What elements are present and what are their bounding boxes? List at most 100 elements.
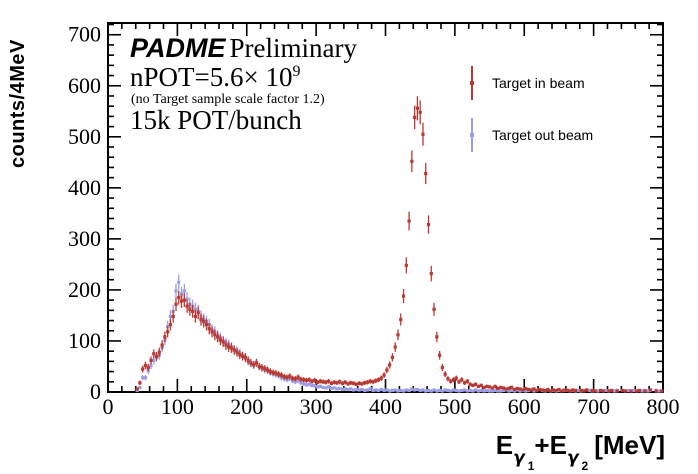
- data-point-marker: [382, 373, 386, 377]
- data-point-marker: [468, 382, 472, 386]
- data-point-marker: [543, 388, 547, 393]
- x-title-plusE: +E: [534, 430, 567, 460]
- data-point-marker: [401, 389, 406, 393]
- legend-entry-target-in: Target in beam: [458, 63, 678, 103]
- data-point-marker: [485, 388, 489, 393]
- data-point-marker: [177, 295, 181, 300]
- data-point-marker: [385, 368, 389, 372]
- data-point-marker: [216, 335, 220, 339]
- target-in-marker-icon: [458, 63, 486, 103]
- data-point-marker: [413, 115, 417, 120]
- data-point-marker: [282, 375, 286, 379]
- data-point-marker: [640, 389, 644, 393]
- data-point-marker: [537, 387, 542, 392]
- legend-entry-target-out: Target out beam: [458, 115, 678, 155]
- data-point-marker: [443, 388, 447, 392]
- x-tick-label: 400: [369, 394, 402, 419]
- data-point-marker: [426, 222, 431, 227]
- data-point-marker: [293, 380, 297, 384]
- data-point-marker: [265, 368, 270, 372]
- data-point-marker: [143, 363, 148, 368]
- data-point-marker: [288, 374, 292, 378]
- data-point-marker: [315, 380, 320, 384]
- data-point-marker: [415, 106, 420, 110]
- data-point-marker: [457, 380, 461, 384]
- scale-factor-note: (no Target sample scale factor 1.2): [131, 92, 325, 107]
- data-point-marker: [204, 323, 209, 327]
- data-point-marker: [524, 386, 528, 391]
- data-point-marker: [313, 378, 317, 382]
- data-point-marker: [396, 389, 400, 393]
- x-title-gamma2: γ: [566, 448, 579, 468]
- x-title-sub2: 2: [581, 459, 589, 473]
- x-title-E1: E: [495, 430, 514, 460]
- x-tick-label: 100: [161, 394, 194, 419]
- x-title-gamma1: γ: [513, 448, 525, 468]
- data-point-marker: [318, 384, 322, 388]
- data-point-marker: [532, 387, 536, 391]
- y-tick-label: 200: [68, 277, 101, 302]
- data-point-marker: [374, 388, 378, 392]
- data-point-marker: [168, 323, 173, 327]
- data-point-marker: [496, 389, 500, 393]
- y-axis-title: counts/4MeV: [7, 39, 29, 168]
- data-point-marker: [299, 381, 303, 385]
- data-point-marker: [635, 389, 639, 393]
- data-point-marker: [582, 389, 586, 393]
- data-point-marker: [315, 385, 320, 389]
- data-point-marker: [446, 377, 450, 381]
- data-point-marker: [421, 388, 425, 392]
- data-point-marker: [363, 381, 367, 385]
- data-point-marker: [371, 380, 375, 384]
- data-point-marker: [487, 385, 492, 389]
- data-point-marker: [407, 388, 411, 393]
- data-point-marker: [321, 380, 325, 384]
- data-point-marker: [399, 388, 403, 393]
- data-point-marker: [496, 386, 500, 391]
- data-point-marker: [174, 302, 178, 306]
- data-point-marker: [371, 388, 375, 393]
- data-point-marker: [149, 363, 153, 368]
- npot-exponent: 9: [292, 63, 301, 80]
- x-tick-label: 0: [103, 394, 114, 419]
- data-point-marker: [376, 388, 381, 393]
- y-tick-label: 100: [68, 328, 101, 353]
- data-point-marker: [462, 381, 467, 385]
- data-point-marker: [229, 346, 234, 350]
- data-point-marker: [396, 333, 400, 337]
- data-point-marker: [338, 380, 342, 384]
- data-point-marker: [490, 386, 494, 390]
- data-point-marker: [562, 388, 567, 392]
- data-point-marker: [185, 304, 189, 308]
- data-point-marker: [182, 298, 186, 302]
- data-point-marker: [568, 389, 572, 393]
- y-tick-label: 400: [68, 175, 101, 200]
- data-point-marker: [188, 307, 192, 311]
- axis-ticks: [107, 23, 664, 393]
- data-point-marker: [376, 378, 381, 382]
- data-point-marker: [607, 389, 611, 393]
- data-point-marker: [426, 388, 431, 393]
- npot-value: nPOT=5.6× 10: [130, 62, 293, 92]
- data-point-marker: [493, 384, 497, 388]
- data-point-marker: [365, 388, 370, 392]
- data-point-marker: [573, 388, 578, 393]
- data-point-marker: [579, 388, 583, 393]
- data-point-marker: [401, 294, 406, 298]
- data-point-marker: [138, 385, 142, 390]
- data-point-marker: [460, 388, 464, 393]
- data-point-marker: [549, 389, 553, 393]
- data-point-marker: [560, 389, 564, 393]
- data-point-marker: [404, 388, 408, 392]
- data-point-marker: [610, 388, 614, 393]
- data-point-marker: [363, 388, 367, 393]
- data-point-marker: [379, 387, 383, 392]
- data-point-marker: [304, 378, 309, 382]
- data-point-marker: [210, 330, 214, 334]
- data-point-marker: [268, 369, 272, 374]
- data-point-marker: [415, 387, 420, 392]
- data-point-marker: [429, 389, 433, 393]
- data-point-marker: [382, 388, 386, 393]
- data-point-marker: [449, 379, 453, 383]
